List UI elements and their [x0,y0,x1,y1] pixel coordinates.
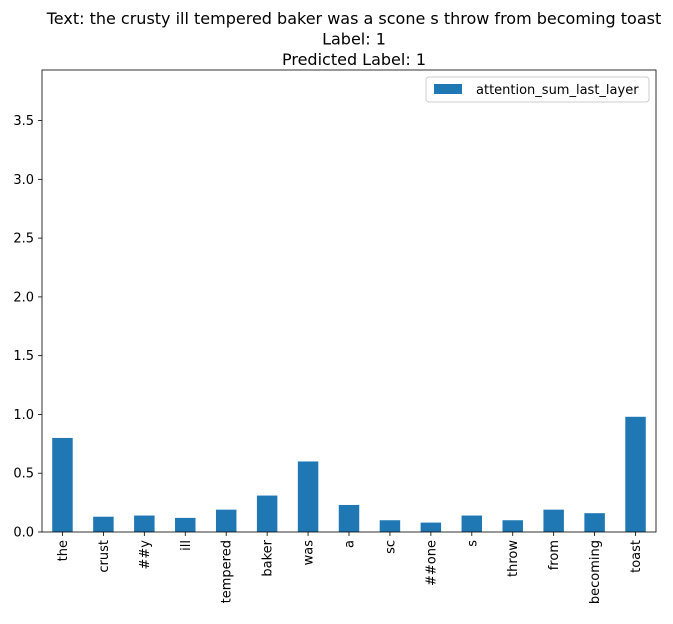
title-line-1: Text: the crusty ill tempered baker was … [46,9,661,28]
x-tick-label-was: was [302,540,317,566]
axes [41,69,657,533]
bar-the [52,437,73,532]
bar-##one [420,522,442,532]
x-tick-label-baker: baker [261,539,276,576]
bar-was [297,461,319,532]
bar-##y [134,515,155,532]
bar-from [543,509,564,532]
chart-title: Text: the crusty ill tempered baker was … [46,9,661,69]
y-axis-ticks: 0.0 0.5 1.0 1.5 2.0 2.5 3.0 3.5 [13,114,42,541]
y-tick-label: 0.5 [13,467,34,482]
legend-label: attention_sum_last_layer [476,83,639,98]
x-tick-label-throw: throw [506,540,521,577]
x-axis-ticks: the crust ##y ill tempered baker was a sc ##one s t… [56,532,644,604]
y-tick-label: 0.0 [13,526,34,541]
x-tick-label-##y: ##y [138,540,153,570]
x-tick-label-ill: ill [179,540,194,551]
legend: attention_sum_last_layer [425,76,650,103]
title-line-3: Predicted Label: 1 [282,50,426,69]
y-tick-label: 3.0 [13,173,34,188]
y-tick-label: 1.0 [13,408,34,423]
y-tick-label: 3.5 [13,114,34,129]
bar-sc [379,520,401,532]
bar-toast [625,416,646,532]
legend-swatch [434,84,462,94]
title-line-2: Label: 1 [322,30,386,49]
plot-frame [41,69,657,533]
x-tick-label-the: the [56,540,71,561]
x-tick-label-toast: toast [629,540,644,573]
x-tick-label-from: from [547,540,562,570]
legend-box [425,76,650,103]
y-tick-label: 2.0 [13,290,34,305]
bar-becoming [584,513,605,532]
bar-tempered [215,509,237,532]
bars [52,416,646,532]
bar-throw [502,520,523,532]
bar-s [461,515,483,532]
x-tick-label-sc: sc [383,540,398,554]
bar-ill [175,517,196,532]
bar-crust [93,516,114,532]
x-tick-label-s: s [465,540,480,547]
x-tick-label-tempered: tempered [220,540,235,603]
y-tick-label: 1.5 [13,349,34,364]
x-tick-label-a: a [343,540,358,548]
x-tick-label-becoming: becoming [588,540,603,604]
bar-baker [256,495,278,532]
x-tick-label-##one: ##one [424,540,439,586]
y-tick-label: 2.5 [13,232,34,247]
x-tick-label-crust: crust [97,540,112,573]
bar-a [338,504,360,532]
